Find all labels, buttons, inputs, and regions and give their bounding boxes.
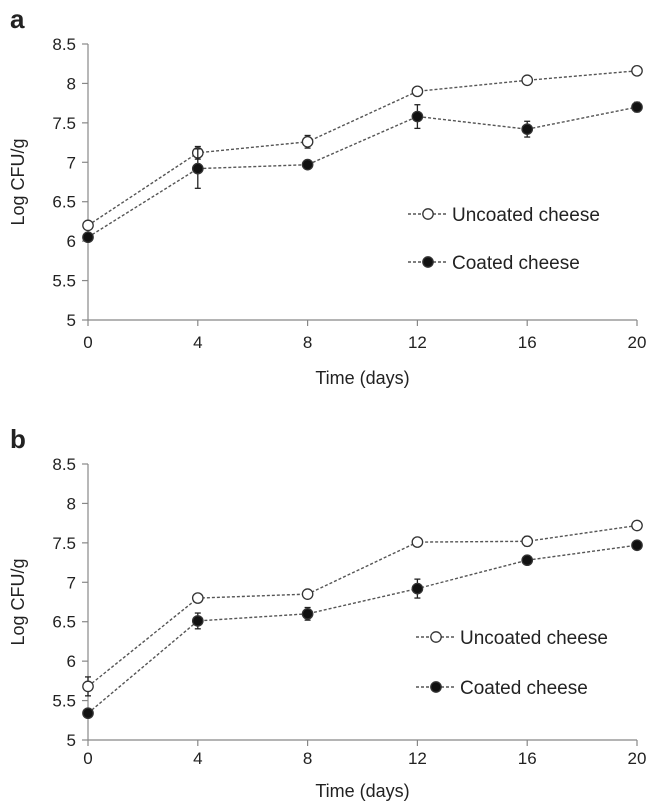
data-point bbox=[191, 162, 204, 175]
y-tick-label: 7 bbox=[67, 153, 76, 172]
series-line bbox=[87, 70, 638, 226]
legend-marker bbox=[430, 631, 442, 643]
data-point bbox=[82, 219, 94, 232]
y-tick-label: 6 bbox=[67, 652, 76, 671]
data-point bbox=[411, 110, 424, 123]
data-point bbox=[301, 607, 314, 620]
data-point bbox=[191, 592, 204, 604]
data-point bbox=[301, 135, 314, 148]
y-tick-label: 7.5 bbox=[52, 534, 76, 553]
y-tick-label: 5.5 bbox=[52, 692, 76, 711]
panel-label: b bbox=[10, 424, 26, 454]
data-point bbox=[631, 539, 643, 552]
y-tick-label: 8 bbox=[67, 74, 76, 93]
data-point bbox=[521, 74, 534, 87]
legend-entry: Uncoated cheese bbox=[408, 205, 600, 226]
data-point bbox=[411, 85, 424, 98]
series-coated bbox=[82, 101, 643, 244]
x-tick-label: 12 bbox=[408, 333, 427, 352]
data-point bbox=[411, 582, 424, 595]
data-point bbox=[521, 123, 534, 136]
legend-entry: Uncoated cheese bbox=[416, 628, 608, 649]
y-tick-label: 7 bbox=[67, 573, 76, 592]
data-point bbox=[82, 231, 94, 244]
data-point bbox=[631, 101, 643, 113]
data-point bbox=[191, 615, 204, 627]
x-tick-label: 20 bbox=[628, 333, 647, 352]
series-coated bbox=[82, 539, 643, 720]
series-uncoated bbox=[82, 519, 643, 697]
series-line bbox=[87, 106, 638, 238]
y-tick-label: 8.5 bbox=[52, 35, 76, 54]
y-tick-label: 6 bbox=[67, 232, 76, 251]
data-point bbox=[631, 64, 643, 77]
x-tick-label: 20 bbox=[628, 749, 647, 768]
legend-marker bbox=[422, 256, 434, 268]
data-point bbox=[301, 588, 314, 600]
x-tick-label: 8 bbox=[303, 333, 312, 352]
y-axis-title: Log CFU/g bbox=[8, 138, 28, 225]
data-point bbox=[411, 536, 424, 548]
legend-label: Coated cheese bbox=[460, 678, 588, 699]
chart-panel-b: b 5 5.5 6 6.5 7 7.5 8 8.5 0 4 8 12 16 20 Time (days) Log… bbox=[8, 424, 646, 801]
chart-panel-a: a 5 5.5 6 6.5 7 7.5 8 8.5 0 4 8 12 16 20 Time (days) Log… bbox=[8, 4, 646, 388]
x-tick-label: 16 bbox=[518, 333, 537, 352]
data-point bbox=[82, 680, 94, 693]
y-tick-label: 6.5 bbox=[52, 193, 76, 212]
data-point bbox=[301, 158, 314, 171]
data-point bbox=[82, 707, 94, 720]
legend-entry: Coated cheese bbox=[408, 253, 580, 274]
x-tick-label: 4 bbox=[193, 333, 202, 352]
x-tick-label: 0 bbox=[83, 749, 92, 768]
data-point bbox=[521, 554, 534, 567]
legend-label: Uncoated cheese bbox=[452, 205, 600, 226]
y-tick-label: 5 bbox=[67, 311, 76, 330]
y-tick-label: 8 bbox=[67, 494, 76, 513]
y-tick-label: 6.5 bbox=[52, 613, 76, 632]
data-point bbox=[521, 535, 534, 548]
x-tick-label: 8 bbox=[303, 749, 312, 768]
x-tick-label: 12 bbox=[408, 749, 427, 768]
legend-label: Uncoated cheese bbox=[460, 628, 608, 649]
legend-marker bbox=[422, 208, 434, 220]
legend-marker bbox=[430, 681, 442, 693]
x-axis-title: Time (days) bbox=[315, 368, 409, 388]
x-axis-title: Time (days) bbox=[315, 781, 409, 801]
y-tick-label: 5 bbox=[67, 731, 76, 750]
y-axis-title: Log CFU/g bbox=[8, 558, 28, 645]
legend-label: Coated cheese bbox=[452, 253, 580, 274]
y-tick-label: 8.5 bbox=[52, 455, 76, 474]
x-tick-label: 0 bbox=[83, 333, 92, 352]
y-tick-label: 5.5 bbox=[52, 272, 76, 291]
series-line bbox=[87, 524, 638, 687]
legend-entry: Coated cheese bbox=[416, 678, 588, 699]
panel-label: a bbox=[10, 4, 25, 34]
data-point bbox=[631, 519, 643, 532]
x-tick-label: 4 bbox=[193, 749, 202, 768]
x-tick-label: 16 bbox=[518, 749, 537, 768]
y-tick-label: 7.5 bbox=[52, 114, 76, 133]
